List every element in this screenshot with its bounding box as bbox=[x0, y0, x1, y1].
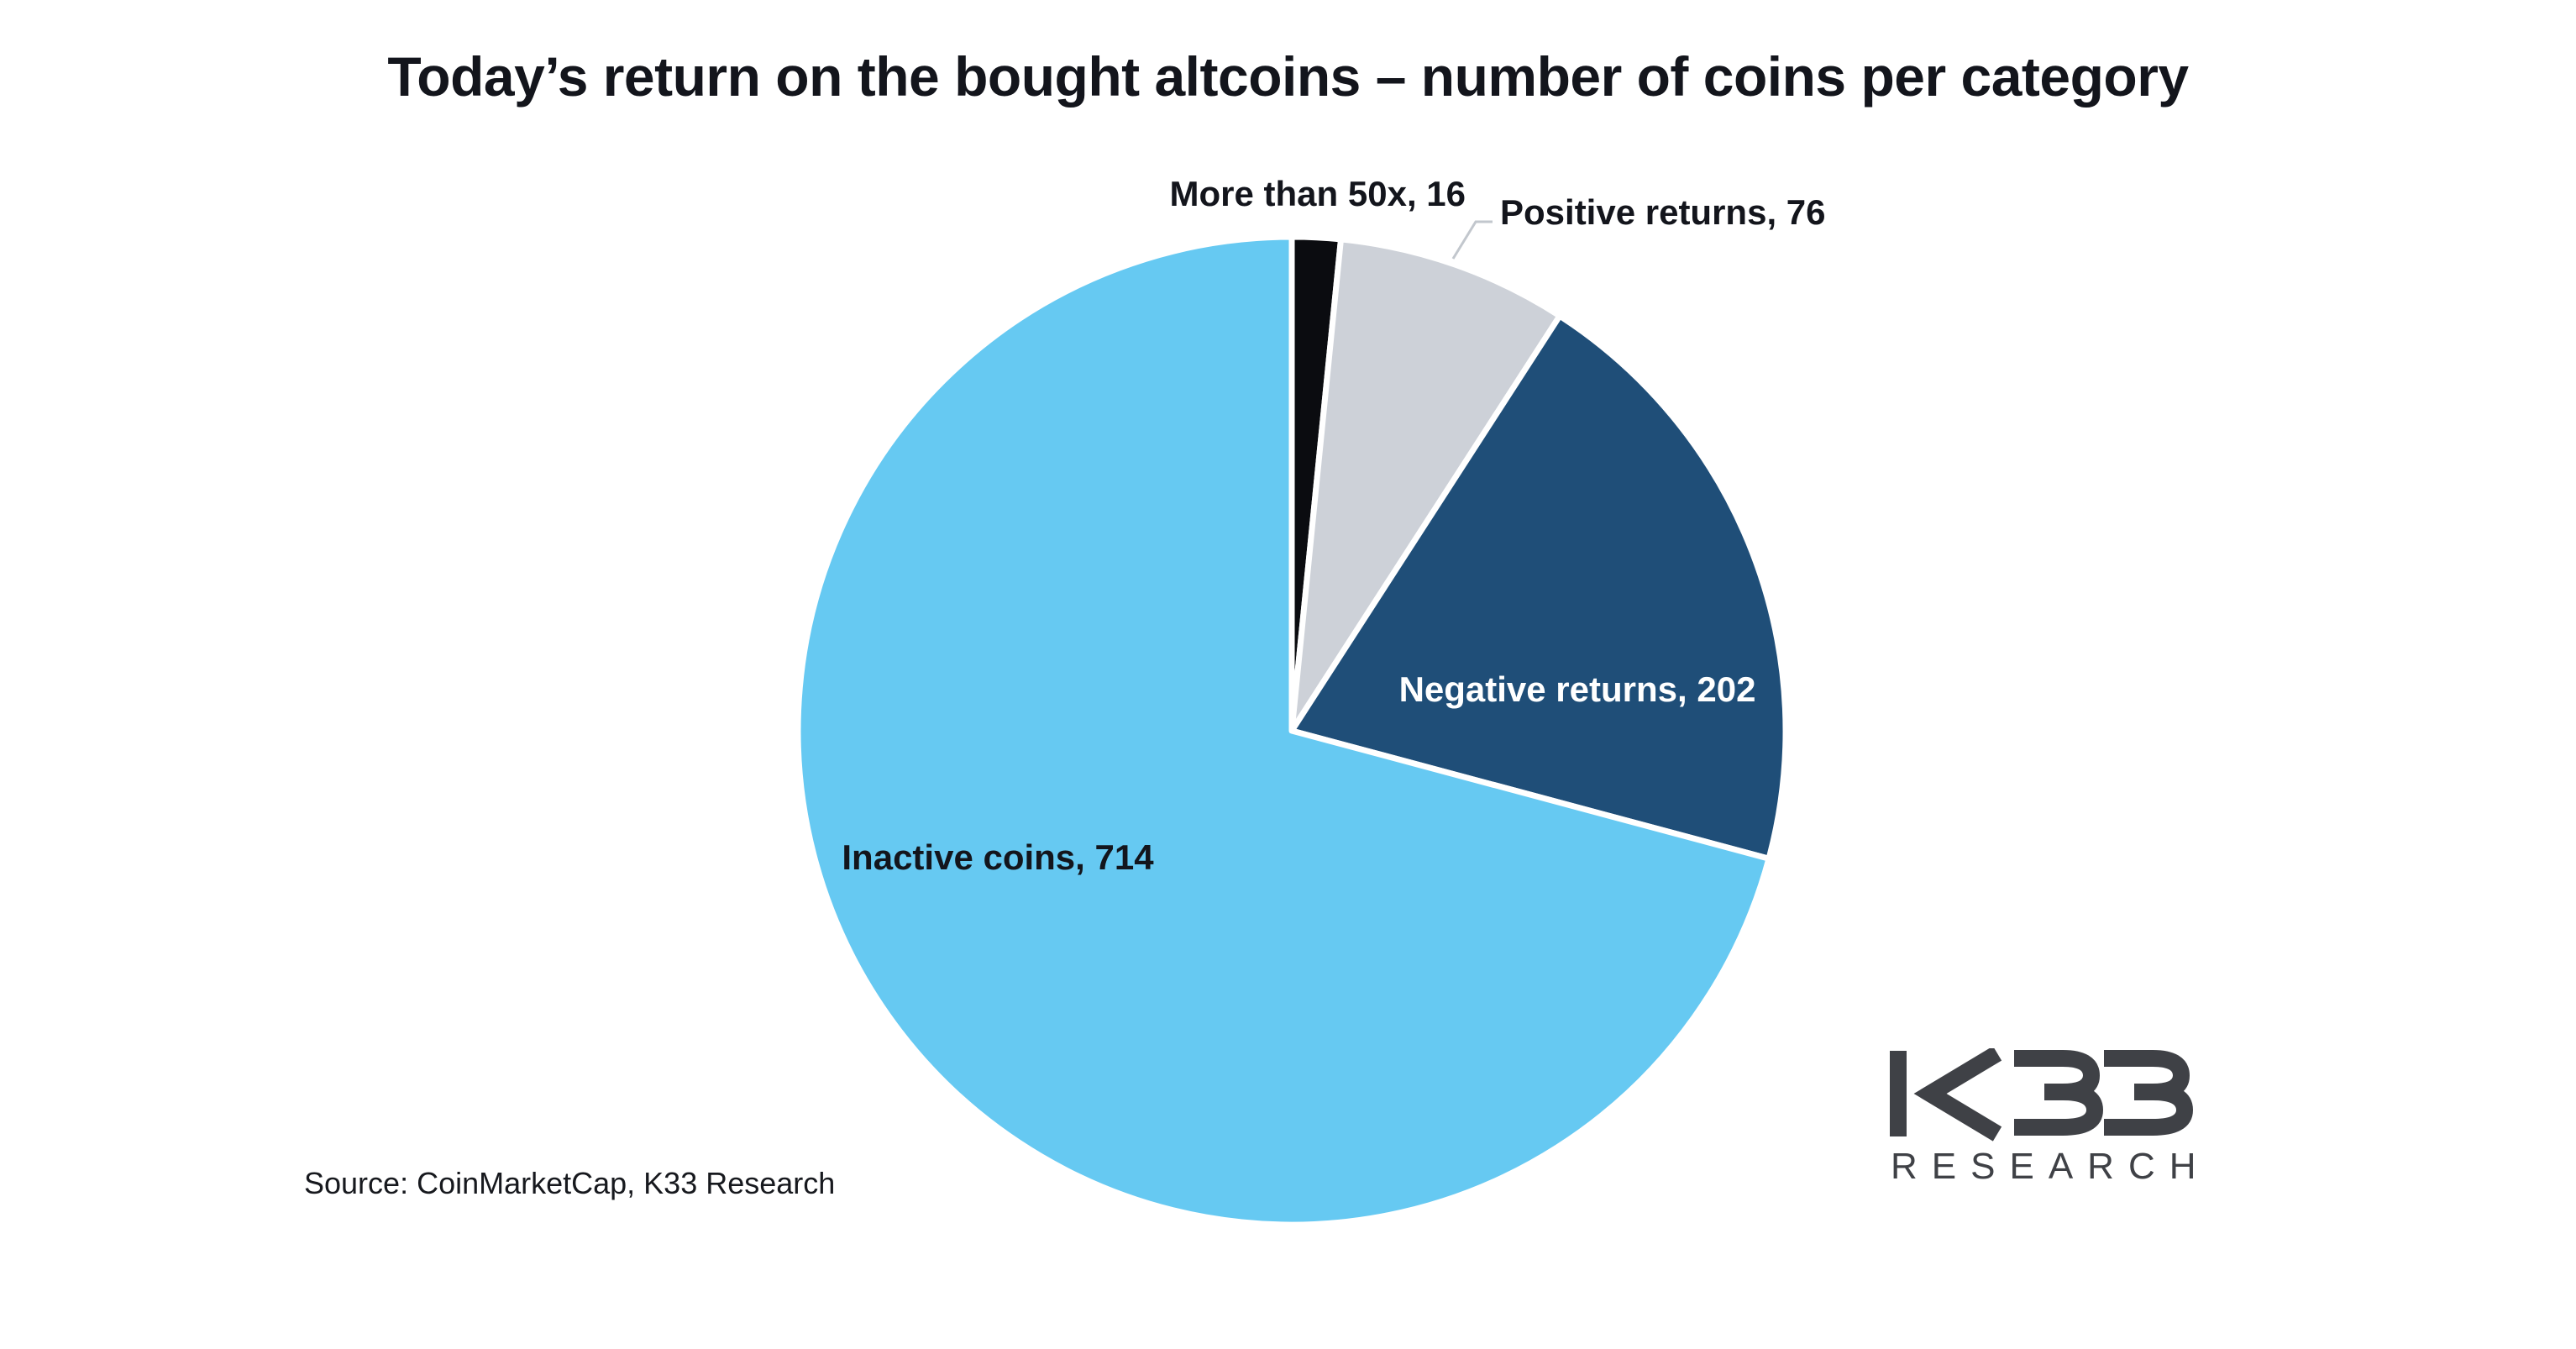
k33-logo-k-arms bbox=[1913, 1048, 2002, 1142]
pie-slice-negative-returns bbox=[1288, 312, 1789, 862]
data-label-positive-returns: Positive returns, 76 bbox=[1500, 192, 1826, 232]
source-note: Source: CoinMarketCap, K33 Research bbox=[304, 1166, 836, 1200]
data-label-inactive-coins: Inactive coins, 714 bbox=[842, 837, 1154, 877]
k33-logo-research-text: RESEARCH bbox=[1891, 1146, 2211, 1187]
data-label-negative-returns: Negative returns, 202 bbox=[1398, 669, 1756, 709]
k33-logo-three-2 bbox=[2104, 1050, 2194, 1136]
data-label-more-than-50x: More than 50x, 16 bbox=[1169, 174, 1466, 213]
leader-line-positive-returns bbox=[1451, 220, 1493, 260]
chart-title: Today’s return on the bought altcoins – … bbox=[387, 45, 2189, 108]
k33-logo-three-1 bbox=[2014, 1050, 2104, 1136]
pie-slice-positive-returns bbox=[1288, 236, 1563, 734]
k33-logo-mark bbox=[1890, 1048, 2194, 1142]
pie-slice-inactive-coins bbox=[795, 234, 1772, 1228]
